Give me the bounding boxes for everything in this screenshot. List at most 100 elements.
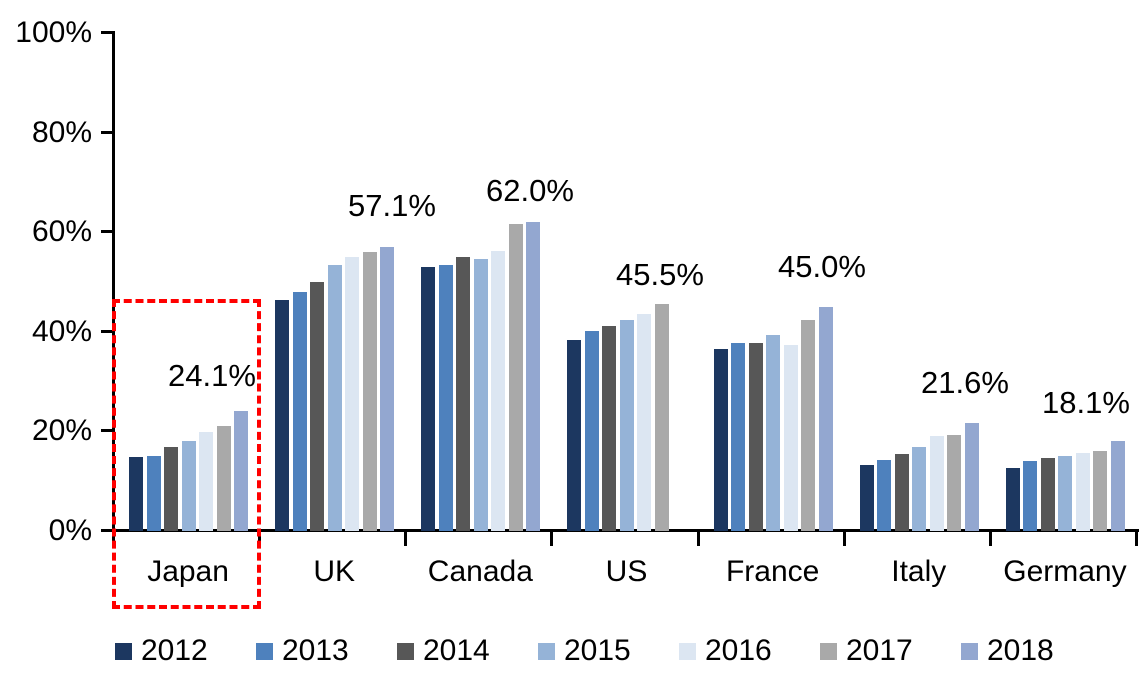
y-axis-tick-label: 40% bbox=[31, 314, 92, 348]
legend-item-2016: 2016 bbox=[679, 634, 772, 668]
x-axis-tick bbox=[550, 531, 554, 546]
data-label-japan: 24.1% bbox=[168, 358, 256, 393]
bar-italy-2014 bbox=[894, 454, 909, 531]
bar-france-2018 bbox=[818, 306, 833, 531]
bar-italy-2013 bbox=[877, 459, 892, 531]
bar-japan-2015 bbox=[181, 440, 196, 531]
legend-label-2016: 2016 bbox=[705, 634, 772, 667]
data-label-germany: 18.1% bbox=[1042, 385, 1130, 420]
legend-label-2017: 2017 bbox=[846, 634, 913, 667]
category-label-italy: Italy bbox=[891, 555, 947, 588]
y-axis-tick bbox=[101, 429, 112, 433]
data-label-uk: 57.1% bbox=[348, 188, 436, 223]
legend-swatch-2014 bbox=[397, 642, 414, 660]
y-axis-tick bbox=[101, 329, 112, 333]
bar-germany-2016 bbox=[1075, 453, 1090, 531]
bar-france-2015 bbox=[766, 335, 781, 531]
bar-germany-2013 bbox=[1023, 460, 1038, 531]
bar-us-2016 bbox=[637, 313, 652, 531]
legend-label-2014: 2014 bbox=[423, 634, 490, 667]
legend-swatch-2018 bbox=[961, 642, 978, 660]
data-label-us: 45.5% bbox=[616, 257, 704, 292]
y-axis-tick bbox=[101, 130, 112, 134]
bar-us-2012 bbox=[567, 340, 582, 531]
bar-canada-2018 bbox=[526, 222, 541, 531]
legend-swatch-2016 bbox=[679, 642, 696, 660]
category-label-uk: UK bbox=[313, 555, 356, 588]
bar-canada-2015 bbox=[473, 258, 488, 531]
bar-uk-2014 bbox=[310, 281, 325, 531]
bar-japan-2016 bbox=[199, 431, 213, 531]
bar-us-2017 bbox=[654, 304, 669, 531]
data-label-italy: 21.6% bbox=[921, 365, 1009, 400]
bar-japan-2014 bbox=[164, 447, 178, 531]
bar-group-canada bbox=[407, 33, 553, 531]
bar-canada-2014 bbox=[456, 257, 471, 531]
bar-italy-2012 bbox=[859, 464, 874, 531]
bar-canada-2012 bbox=[421, 266, 436, 531]
bar-group-japan bbox=[115, 33, 261, 531]
bar-germany-2018 bbox=[1110, 440, 1125, 531]
bar-uk-2017 bbox=[362, 251, 377, 531]
bar-group-germany bbox=[992, 33, 1138, 531]
bar-canada-2013 bbox=[438, 264, 453, 531]
y-axis-tick-label: 100% bbox=[15, 16, 92, 49]
bar-canada-2017 bbox=[508, 223, 523, 531]
category-label-france: France bbox=[725, 555, 820, 588]
legend-label-2018: 2018 bbox=[987, 634, 1054, 667]
y-axis-tick-label: 0% bbox=[48, 514, 92, 547]
bar-us-2013 bbox=[584, 331, 599, 531]
legend-label-2015: 2015 bbox=[564, 634, 631, 667]
category-label-germany: Germany bbox=[1003, 555, 1127, 588]
category-label-us: US bbox=[605, 555, 648, 588]
y-axis-tick-label: 60% bbox=[31, 215, 92, 249]
x-axis-tick bbox=[842, 531, 846, 546]
bar-japan-2013 bbox=[146, 455, 161, 531]
bar-france-2017 bbox=[801, 319, 816, 531]
bar-japan-2017 bbox=[216, 426, 231, 531]
bar-germany-2017 bbox=[1093, 451, 1108, 531]
bar-uk-2015 bbox=[327, 265, 342, 531]
x-axis-tick bbox=[404, 531, 408, 546]
legend-swatch-2012 bbox=[115, 642, 132, 660]
bar-france-2012 bbox=[713, 348, 728, 531]
bar-japan-2012 bbox=[129, 456, 143, 531]
bar-germany-2012 bbox=[1005, 467, 1020, 531]
legend-item-2012: 2012 bbox=[115, 634, 208, 668]
legend-label-2012: 2012 bbox=[141, 634, 208, 667]
x-axis-tick bbox=[1135, 531, 1138, 546]
bar-italy-2018 bbox=[964, 423, 979, 531]
legend-item-2014: 2014 bbox=[397, 634, 490, 668]
bar-italy-2017 bbox=[947, 435, 962, 531]
legend-swatch-2015 bbox=[538, 642, 555, 660]
bar-canada-2016 bbox=[491, 250, 506, 531]
y-axis-tick bbox=[101, 230, 112, 234]
bar-uk-2016 bbox=[345, 256, 360, 531]
y-axis-tick-label: 80% bbox=[31, 115, 92, 149]
x-axis-tick bbox=[696, 531, 700, 546]
bar-us-2014 bbox=[602, 326, 617, 531]
legend-swatch-2017 bbox=[820, 642, 837, 660]
bar-uk-2013 bbox=[292, 292, 307, 531]
y-axis-tick bbox=[101, 31, 112, 34]
bar-italy-2016 bbox=[929, 436, 944, 531]
x-axis-tick bbox=[988, 531, 992, 546]
bar-uk-2012 bbox=[275, 300, 290, 531]
legend-item-2017: 2017 bbox=[820, 634, 913, 668]
y-axis-tick-label: 20% bbox=[31, 414, 92, 448]
bar-group-us bbox=[553, 33, 699, 531]
bar-germany-2015 bbox=[1058, 456, 1073, 531]
bar-japan-2018 bbox=[234, 410, 248, 531]
highlight-box-japan bbox=[112, 299, 261, 609]
data-label-canada: 62.0% bbox=[486, 173, 574, 208]
category-label-canada: Canada bbox=[427, 555, 533, 588]
bar-france-2013 bbox=[731, 342, 746, 531]
bar-italy-2015 bbox=[912, 446, 927, 531]
legend-item-2013: 2013 bbox=[256, 634, 349, 668]
legend-item-2015: 2015 bbox=[538, 634, 631, 668]
bar-uk-2018 bbox=[380, 246, 395, 531]
bar-group-italy bbox=[846, 33, 992, 531]
bar-group-france bbox=[700, 33, 846, 531]
category-label-japan: Japan bbox=[147, 555, 229, 588]
